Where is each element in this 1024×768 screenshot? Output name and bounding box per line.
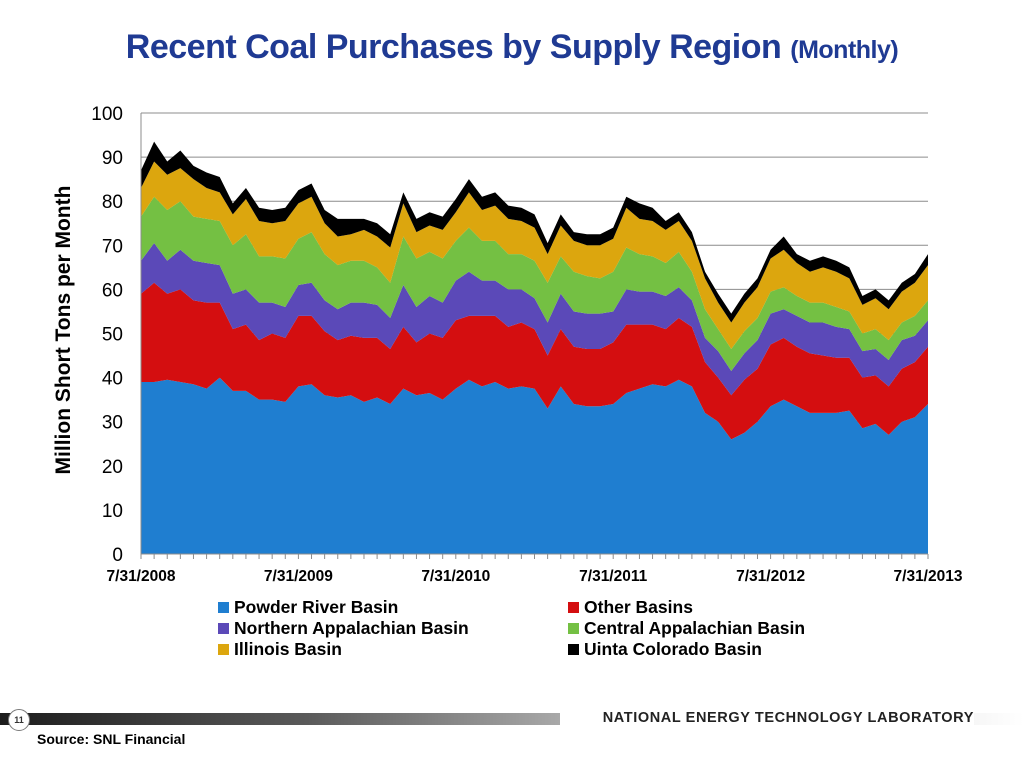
- legend-swatch: [218, 643, 229, 655]
- x-tick-label: 7/31/2008: [107, 568, 176, 585]
- legend-item-central-appalachian-basin: Central Appalachian Basin: [568, 618, 858, 638]
- title-subtitle: (Monthly): [790, 36, 899, 64]
- legend-label: Uinta Colorado Basin: [584, 638, 762, 659]
- area-northern-appalachian-basin: [141, 243, 928, 396]
- area-series: [141, 141, 928, 554]
- page-number: 11: [8, 709, 30, 731]
- legend-label: Northern Appalachian Basin: [234, 617, 469, 638]
- organization-logo-text: NATIONAL ENERGY TECHNOLOGY LABORATORY: [560, 710, 974, 726]
- y-tick-label: 30: [102, 413, 123, 434]
- x-tick-label: 7/31/2012: [736, 568, 805, 585]
- source-note: Source: SNL Financial: [37, 731, 186, 747]
- y-tick-label: 90: [102, 148, 123, 169]
- legend-item-other-basins: Other Basins: [568, 597, 858, 617]
- y-axis-title: Million Short Tons per Month: [52, 186, 75, 475]
- y-tick-label: 100: [91, 104, 123, 125]
- legend-swatch: [568, 601, 579, 613]
- legend-swatch: [218, 622, 229, 634]
- y-tick-label: 80: [102, 192, 123, 213]
- tick-labels: 0 10 20 30 40 50 60 70 80 90 100 7/31/2008 7/31/2009…: [91, 104, 963, 585]
- area-central-appalachian-basin: [141, 196, 928, 371]
- legend-swatch: [218, 601, 229, 613]
- x-tick-label: 7/31/2011: [579, 568, 647, 585]
- y-tick-label: 70: [102, 236, 123, 257]
- area-other-basins: [141, 282, 928, 440]
- y-tick-label: 10: [102, 501, 123, 522]
- y-tick-label: 60: [102, 280, 123, 301]
- axes: [140, 113, 929, 559]
- stacked-area-chart: 0 10 20 30 40 50 60 70 80 90 100 7/31/2008 7/31/2009…: [52, 104, 963, 585]
- legend-item-northern-appalachian-basin: Northern Appalachian Basin: [218, 618, 568, 638]
- y-tick-label: 50: [102, 325, 123, 346]
- chart-legend: Powder River Basin Other Basins Northern A…: [218, 597, 858, 659]
- legend-label: Other Basins: [584, 596, 693, 617]
- legend-item-uinta-colorado-basin: Uinta Colorado Basin: [568, 639, 858, 659]
- y-tick-label: 0: [112, 545, 123, 566]
- x-tick-label: 7/31/2010: [421, 568, 490, 585]
- legend-label: Powder River Basin: [234, 596, 399, 617]
- legend-label: Illinois Basin: [234, 638, 342, 659]
- y-tick-label: 40: [102, 369, 123, 390]
- page-title: Recent Coal Purchases by Supply Region (…: [0, 28, 1024, 67]
- legend-swatch: [568, 622, 579, 634]
- legend-swatch: [568, 643, 579, 655]
- legend-item-powder-river-basin: Powder River Basin: [218, 597, 568, 617]
- x-tick-label: 7/31/2013: [894, 568, 963, 585]
- title-main: Recent Coal Purchases by Supply Region: [125, 28, 782, 66]
- x-tick-label: 7/31/2009: [264, 568, 333, 585]
- area-powder-river-basin: [141, 377, 928, 554]
- area-illinois-basin: [141, 161, 928, 349]
- legend-item-illinois-basin: Illinois Basin: [218, 639, 568, 659]
- y-tick-label: 20: [102, 457, 123, 478]
- legend-label: Central Appalachian Basin: [584, 617, 806, 638]
